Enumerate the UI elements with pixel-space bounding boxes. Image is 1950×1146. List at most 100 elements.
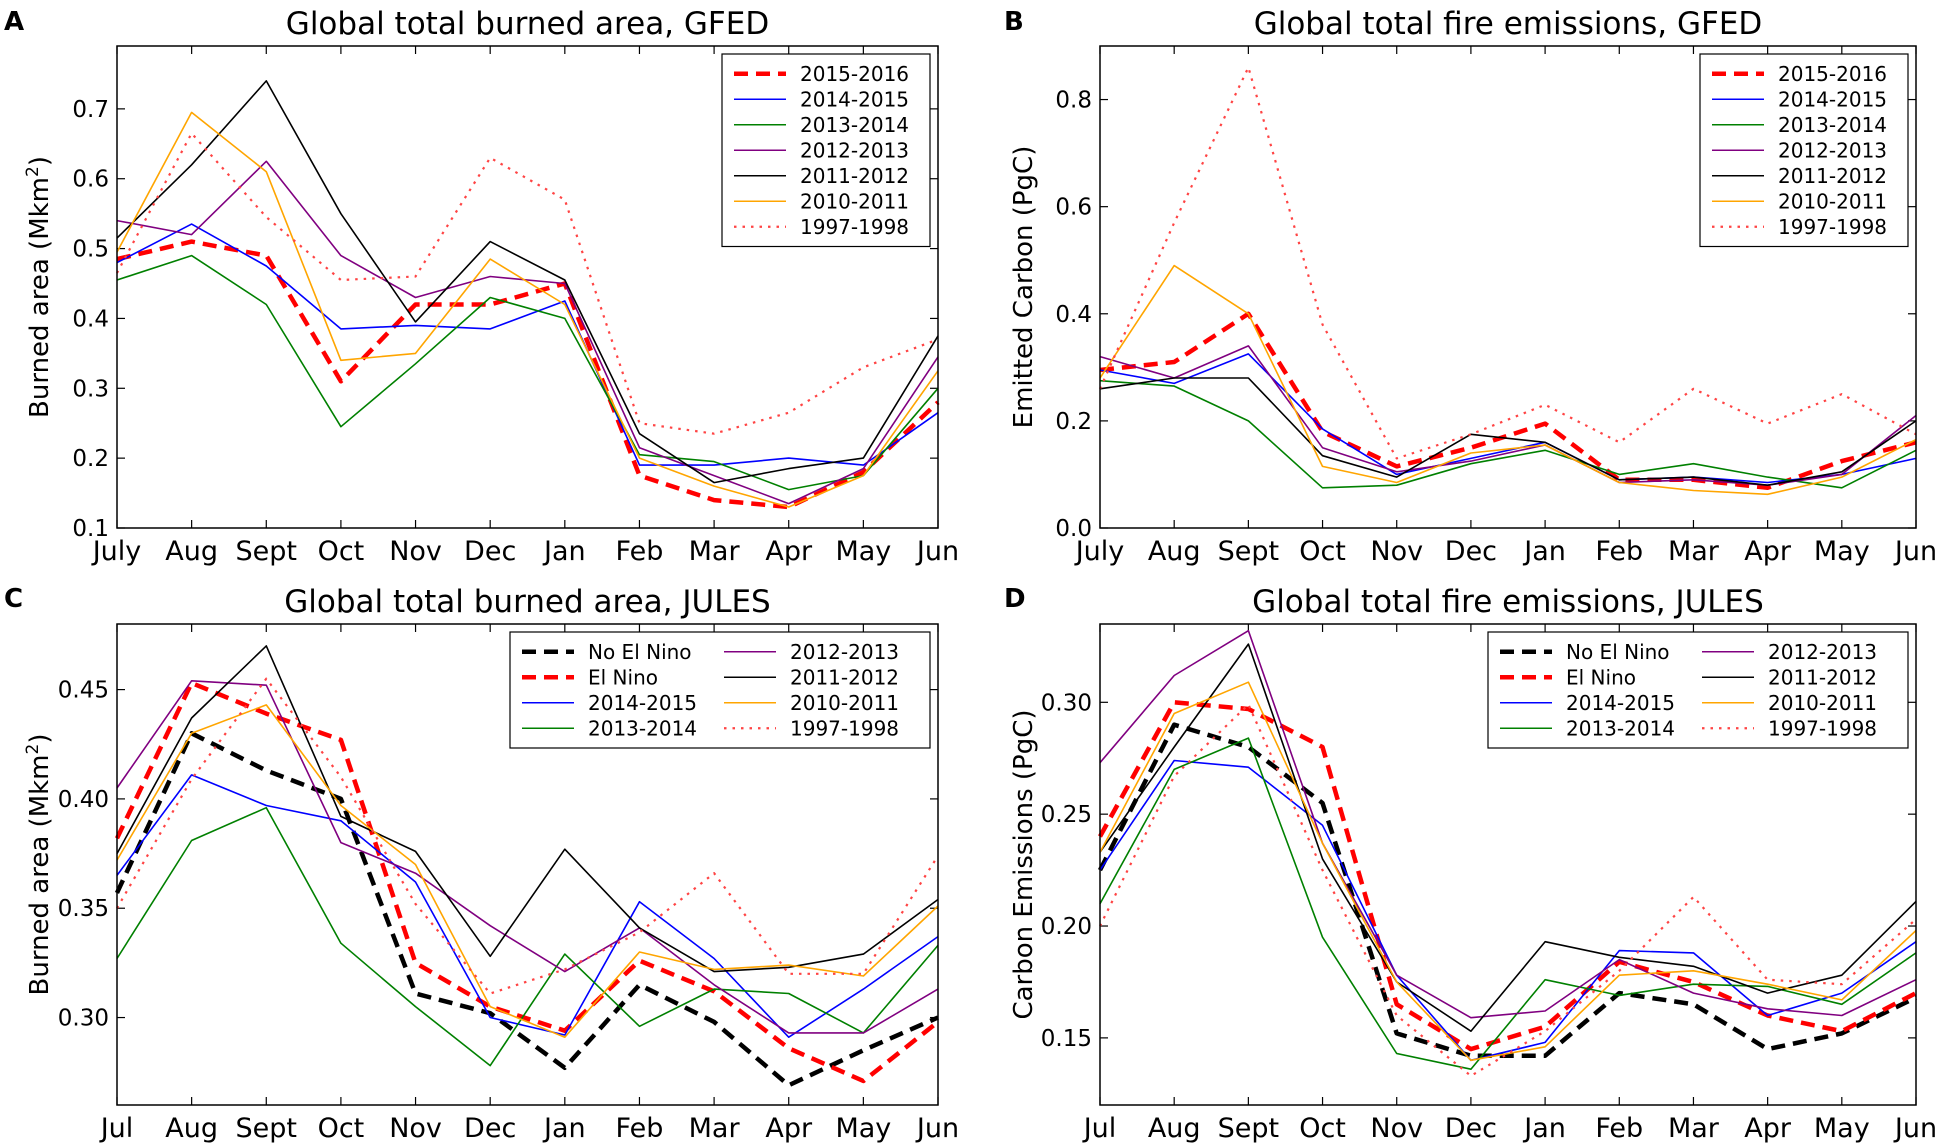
series-line-no-el-nino [1097, 722, 1917, 1059]
y-tick-label: 0.45 [58, 678, 109, 704]
x-tick-label: Dec [464, 1113, 516, 1144]
y-axis-label-text: Emitted Carbon (PgC) [1009, 146, 1039, 429]
legend-label: 2012-2013 [1768, 640, 1877, 664]
y-tick-label: 0.5 [72, 237, 109, 263]
x-tick-label: Jan [1522, 536, 1566, 567]
x-tick-label: Nov [1370, 536, 1423, 567]
panel-b: B Global total fire emissions, GFED Emitte… [1004, 6, 1937, 567]
series-line-el-nino [1098, 700, 1918, 1052]
series-line-2012-2013 [1099, 629, 1917, 1019]
legend-label: 2012-2013 [790, 640, 899, 664]
legend: 2015-20162014-20152013-20142012-20132011… [721, 53, 931, 248]
x-tick-label: Aug [1148, 1113, 1201, 1144]
y-axis-label: Burned area (Mkm2) [23, 734, 55, 996]
legend-label: 1997-1998 [1778, 215, 1887, 239]
plot-frame [116, 45, 939, 529]
x-tick-label: May [835, 1113, 891, 1144]
legend-label: No El Nino [588, 640, 692, 664]
plot-frame [1099, 623, 1917, 1106]
series-line-2012-2013 [116, 160, 939, 505]
y-tick-label: 0.30 [1041, 690, 1092, 716]
x-tick-label: Dec [1445, 536, 1497, 567]
legend-label: 2010-2011 [800, 189, 909, 213]
series-line-2010-2011 [1099, 681, 1917, 1062]
series-line-el-nino [114, 680, 940, 1084]
series-line-2014-2015 [1099, 353, 1917, 484]
legend-label: 2012-2013 [800, 138, 909, 162]
legend-label: 2015-2016 [1778, 62, 1887, 86]
y-axis-label-superscript: 2 [23, 744, 43, 755]
y-tick-label: 0.6 [1055, 195, 1092, 221]
y-tick-label: 0.15 [1041, 1026, 1092, 1052]
x-tick-label: Jan [1522, 1113, 1566, 1144]
chart-title: Global total burned area, GFED [286, 6, 769, 42]
legend-label: No El Nino [1566, 640, 1670, 664]
legend-box [509, 631, 931, 749]
chart-title: Global total burned area, JULES [284, 584, 770, 620]
x-tick-label: Oct [318, 1113, 365, 1144]
x-tick-label: Feb [1595, 536, 1643, 567]
legend-label: 2014-2015 [1566, 691, 1675, 715]
x-tick-label: Oct [1299, 1113, 1346, 1144]
x-tick-label: Dec [1445, 1113, 1497, 1144]
x-tick-label: Sept [1218, 1113, 1279, 1144]
y-tick-label: 0.40 [58, 787, 109, 813]
x-tick-label: Mar [1668, 1113, 1720, 1144]
series-line-2015-2016 [1099, 311, 1917, 491]
x-tick-label: Apr [765, 536, 813, 567]
y-tick-label: 0.30 [58, 1006, 109, 1032]
legend-label: 2014-2015 [1778, 87, 1887, 111]
panel-d: D Global total fire emissions, JULES Carbo… [1004, 584, 1937, 1144]
series-line-2013-2014 [116, 254, 939, 491]
series-line-2011-2012 [1099, 643, 1917, 1032]
x-tick-label: Feb [616, 1113, 664, 1144]
series-line-2011-2012 [116, 645, 939, 973]
x-tick-label: Jan [542, 1113, 586, 1144]
legend-label: 2015-2016 [800, 62, 909, 86]
y-tick-label: 0.2 [1055, 409, 1092, 435]
series-line-2013-2014 [1099, 379, 1917, 489]
y-axis-label: Burned area (Mkm2) [23, 156, 55, 418]
x-tick-label: May [1814, 536, 1870, 567]
legend-label: 2013-2014 [1778, 113, 1887, 137]
x-tick-label: Apr [765, 1113, 813, 1144]
legend-label: 2010-2011 [790, 691, 899, 715]
series-line-1997-1998 [1098, 66, 1917, 460]
legend-label: 2010-2011 [1768, 691, 1877, 715]
y-axis-label-close: ) [25, 156, 55, 166]
legend-label: 2011-2012 [1778, 164, 1887, 188]
series-line-2011-2012 [1099, 377, 1917, 487]
plot-frame [116, 623, 939, 1106]
x-tick-label: Jun [1893, 536, 1937, 567]
series-line-2014-2015 [116, 223, 939, 466]
series-line-1997-1998 [1099, 703, 1917, 1078]
legend-label: 2013-2014 [1566, 716, 1675, 740]
y-axis-label-close: ) [25, 734, 55, 744]
x-tick-label: Mar [689, 1113, 741, 1144]
legend-label: 1997-1998 [800, 215, 909, 239]
x-tick-label: Jul [1082, 1113, 1117, 1144]
y-tick-label: 0.3 [72, 376, 109, 402]
x-tick-label: Nov [1370, 1113, 1423, 1144]
x-tick-label: Jan [542, 536, 586, 567]
y-axis-label-text: Burned area (Mkm [25, 754, 55, 995]
y-tick-label: 0.20 [1041, 914, 1092, 940]
x-tick-label: Jun [1893, 1113, 1937, 1144]
legend-label: 2013-2014 [588, 716, 697, 740]
x-tick-label: Nov [389, 1113, 442, 1144]
x-tick-label: Aug [165, 536, 218, 567]
series-line-2013-2014 [116, 806, 939, 1067]
chart-title: Global total fire emissions, GFED [1254, 6, 1763, 42]
x-tick-label: Apr [1744, 536, 1792, 567]
legend-label: 1997-1998 [790, 716, 899, 740]
series-line-2010-2011 [116, 704, 939, 1038]
panel-letter: B [1004, 7, 1024, 37]
legend-label: 2010-2011 [1778, 189, 1887, 213]
x-tick-label: May [835, 536, 891, 567]
x-tick-label: Jun [915, 1113, 959, 1144]
y-tick-label: 0.2 [72, 446, 109, 472]
series-line-2012-2013 [116, 679, 939, 1034]
